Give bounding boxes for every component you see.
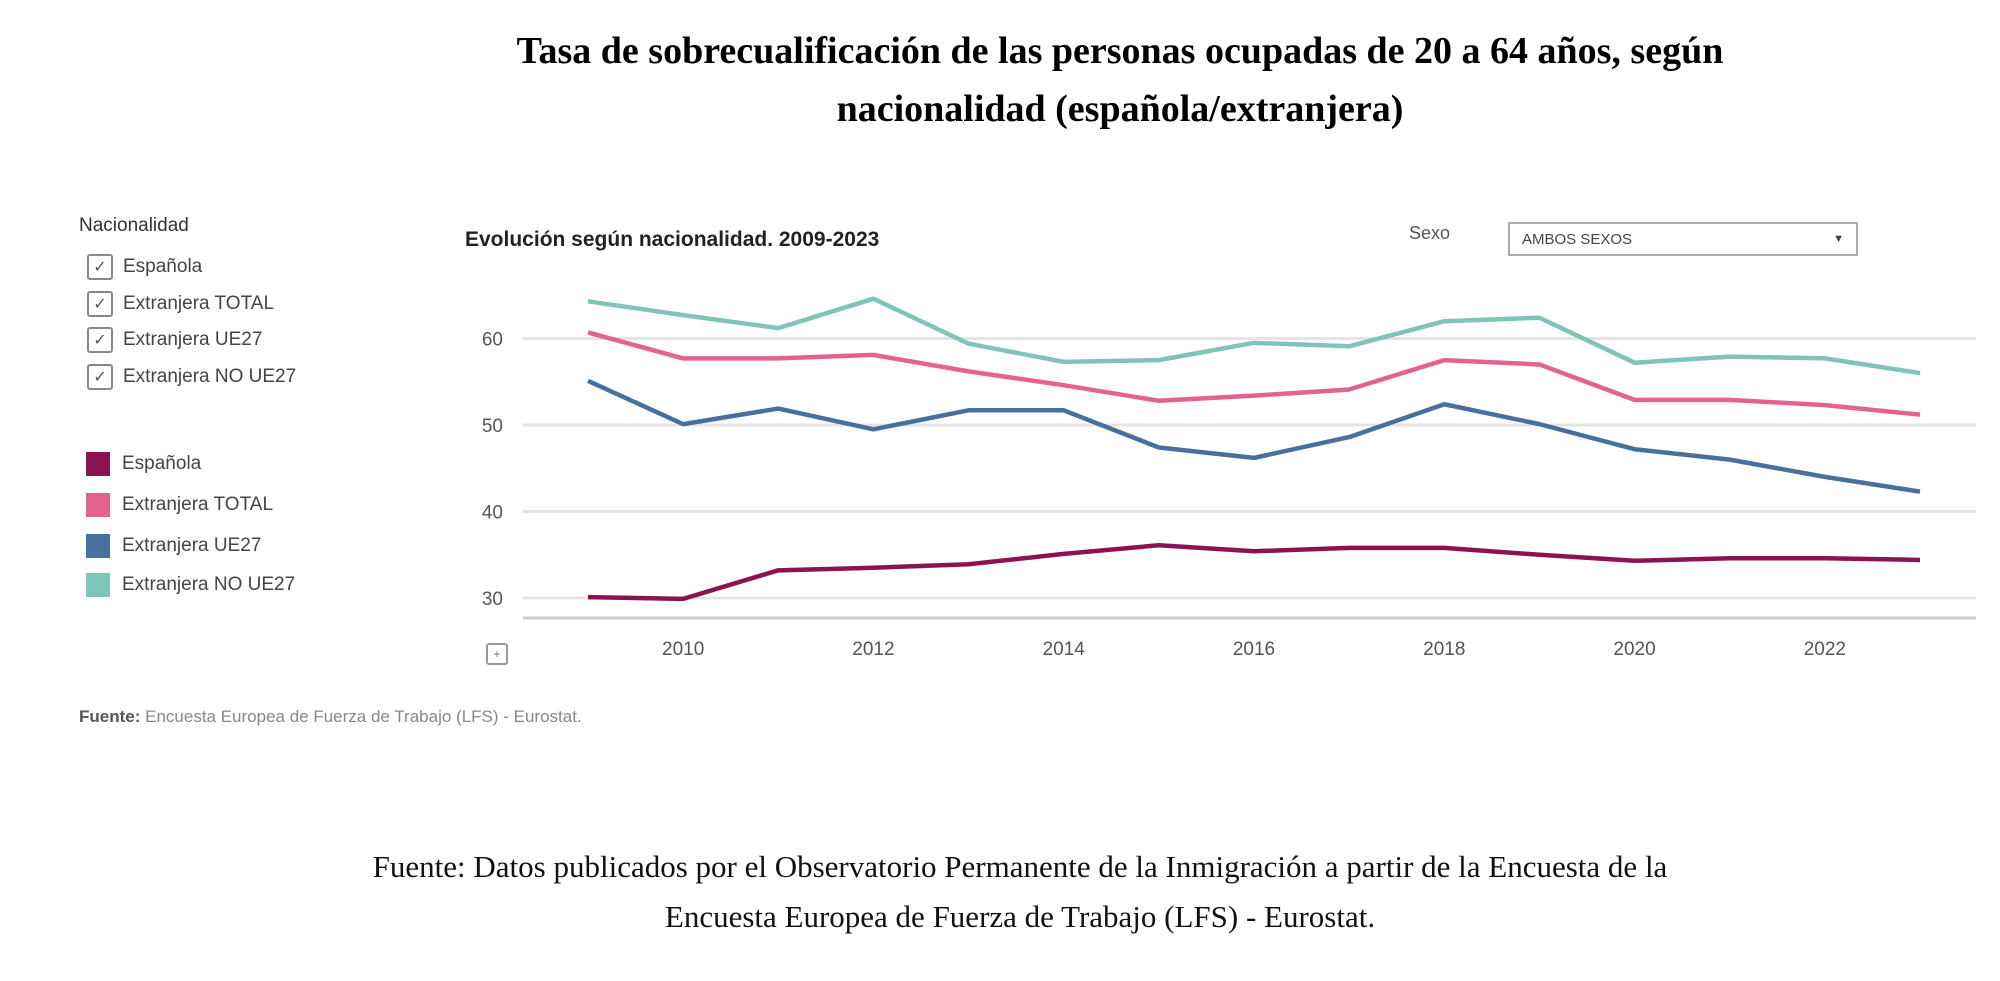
checkbox-label: Extranjera NO UE27 (123, 366, 297, 387)
legend-item: Extranjera TOTAL (86, 493, 273, 517)
caption-line-2: Encuesta Europea de Fuerza de Trabajo (L… (664, 899, 1376, 934)
legend-item: Extranjera UE27 (86, 534, 261, 558)
legend-label: Extranjera UE27 (122, 535, 262, 556)
y-tick-label: 50 (482, 416, 503, 437)
page-title: Tasa de sobrecualificación de las person… (300, 22, 1940, 138)
filter-heading: Nacionalidad (79, 215, 189, 236)
sexo-dropdown[interactable]: AMBOS SEXOS ▼ (1508, 222, 1858, 256)
checkbox-item[interactable]: ✓ Española (87, 254, 202, 280)
checkbox-label: Española (123, 256, 203, 277)
checkbox[interactable]: ✓ (87, 254, 113, 280)
checkbox-item[interactable]: ✓ Extranjera UE27 (87, 327, 262, 353)
caption-line-1: Fuente: Datos publicados por el Observat… (372, 849, 1668, 884)
checkbox-label: Extranjera UE27 (123, 329, 263, 350)
legend-label: Española (122, 453, 202, 474)
source-label: Fuente: (79, 707, 141, 726)
expand-icon[interactable]: + (486, 643, 508, 665)
y-tick-label: 60 (482, 330, 503, 351)
legend-item: Española (86, 452, 201, 476)
source-text: Encuesta Europea de Fuerza de Trabajo (L… (140, 707, 582, 726)
sexo-selected: AMBOS SEXOS (1522, 230, 1633, 248)
legend-swatch (86, 452, 110, 476)
series-line-extranjera-ue27 (587, 378, 1921, 494)
legend-swatch (86, 534, 110, 558)
x-tick-label: 2014 (1043, 639, 1086, 660)
sexo-label: Sexo (1409, 223, 1451, 243)
y-tick-label: 30 (482, 589, 503, 610)
x-tick-label: 2016 (1233, 639, 1275, 660)
legend-swatch (86, 573, 110, 597)
checkbox-label: Extranjera TOTAL (123, 293, 275, 314)
x-tick-label: 2010 (662, 639, 704, 660)
x-tick-label: 2012 (852, 639, 894, 660)
series-line-extranjera-total (587, 330, 1921, 417)
series-line-española (587, 542, 1921, 602)
x-tick-label: 2020 (1613, 639, 1655, 660)
series-line-extranjera-no-ue27 (587, 296, 1921, 376)
chart-source: Fuente: Encuesta Europea de Fuerza de Tr… (79, 707, 582, 727)
checkbox[interactable]: ✓ (87, 291, 113, 317)
x-tick-label: 2018 (1423, 639, 1465, 660)
title-line-1: Tasa de sobrecualificación de las person… (516, 30, 1724, 72)
checkbox[interactable]: ✓ (87, 364, 113, 390)
title-line-2: nacionalidad (española/extranjera) (836, 88, 1404, 130)
legend-item: Extranjera NO UE27 (86, 573, 295, 597)
checkbox-item[interactable]: ✓ Extranjera TOTAL (87, 291, 274, 317)
y-tick-label: 40 (482, 503, 503, 524)
legend-label: Extranjera TOTAL (122, 494, 274, 515)
chart-title: Evolución según nacionalidad. 2009-2023 (465, 228, 880, 251)
figure-caption: Fuente: Datos publicados por el Observat… (60, 842, 1980, 942)
legend-swatch (86, 493, 110, 517)
legend-label: Extranjera NO UE27 (122, 574, 296, 595)
chevron-down-icon: ▼ (1833, 233, 1844, 245)
x-tick-label: 2022 (1804, 639, 1846, 660)
checkbox-item[interactable]: ✓ Extranjera NO UE27 (87, 364, 296, 390)
checkbox[interactable]: ✓ (87, 327, 113, 353)
